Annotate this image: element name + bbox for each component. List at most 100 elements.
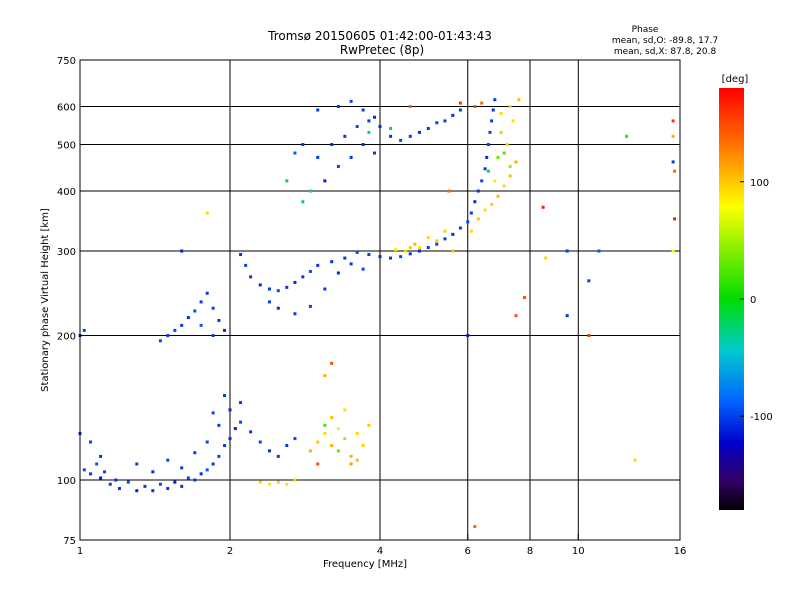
data-point [211,462,215,466]
data-point [239,401,243,405]
data-point [330,444,334,448]
x-tick-label: 4 [377,546,383,557]
data-point [473,200,477,204]
data-point [233,427,237,431]
data-point [435,121,439,125]
y-tick-label: 600 [57,103,76,114]
data-point [361,444,365,448]
data-point [378,255,382,259]
data-point [173,480,177,484]
data-point [336,427,340,431]
data-point [486,169,490,173]
data-point [597,249,601,253]
data-point [587,279,591,283]
data-point [293,280,297,284]
data-point [373,115,377,119]
data-point [514,314,518,318]
phase-stats-line-x: mean, sd,X: 87.8, 20.8 [614,47,717,57]
data-point [267,287,271,291]
x-tick-label: 16 [674,546,687,557]
data-point [205,468,209,472]
data-point [508,164,512,168]
data-point [469,211,473,215]
data-point [671,160,675,164]
data-point [135,462,139,466]
y-tick-label: 75 [63,536,76,547]
data-point [486,143,490,147]
data-point [490,202,494,206]
data-point [408,252,412,256]
data-point [173,328,177,332]
data-point [435,239,439,243]
data-point [199,472,203,476]
data-point [508,105,512,109]
data-point [228,437,232,441]
data-point [355,125,359,129]
data-point [671,249,675,253]
data-point [308,269,312,273]
x-axis-label: Frequency [MHz] [323,559,407,570]
colorbar-tick-label: -100 [750,412,773,423]
data-point [490,119,494,123]
colorbar-tick-label: 0 [750,295,756,306]
data-point [323,287,327,291]
data-point [361,108,365,112]
data-points [78,98,677,529]
data-point [349,155,353,159]
data-point [483,208,487,212]
data-point [180,466,184,470]
data-point [126,480,130,484]
data-point [343,408,347,412]
data-point [316,108,320,112]
data-point [199,323,203,327]
data-point [508,174,512,178]
data-point [308,449,312,453]
data-point [217,318,221,322]
data-point [633,458,637,462]
data-point [403,249,407,253]
data-point [323,432,327,436]
data-point [285,482,289,486]
data-point [205,291,209,295]
data-point [217,423,221,427]
data-point [355,250,359,254]
data-point [293,151,297,155]
data-point [267,449,271,453]
x-tick-label: 1 [77,546,83,557]
data-point [413,242,417,246]
data-point [466,334,470,338]
data-point [451,113,455,117]
data-point [514,160,518,164]
data-point [258,283,262,287]
data-point [408,246,412,250]
data-point [199,300,203,304]
data-point [330,143,334,147]
data-point [373,151,377,155]
data-point [193,451,197,455]
y-axis-label: Stationary phase Virtual Height [km] [40,208,51,392]
data-point [151,489,155,493]
data-point [228,408,232,412]
data-point [323,423,327,427]
data-point [330,415,334,419]
data-point [355,458,359,462]
data-point [223,394,227,398]
data-point [211,334,215,338]
data-point [505,143,509,147]
data-point [349,262,353,266]
data-point [451,232,455,236]
data-point [223,444,227,448]
data-point [443,237,447,241]
data-point [308,189,312,193]
data-point [493,98,497,102]
data-point [143,484,147,488]
data-point [349,454,353,458]
data-point [285,179,289,183]
data-point [408,105,412,109]
data-point [389,256,393,260]
data-point [293,437,297,441]
phase-stats-line-o: mean, sd,O: -89.8, 17.7 [612,36,718,46]
data-point [323,179,327,183]
y-tick-label: 400 [57,187,76,198]
